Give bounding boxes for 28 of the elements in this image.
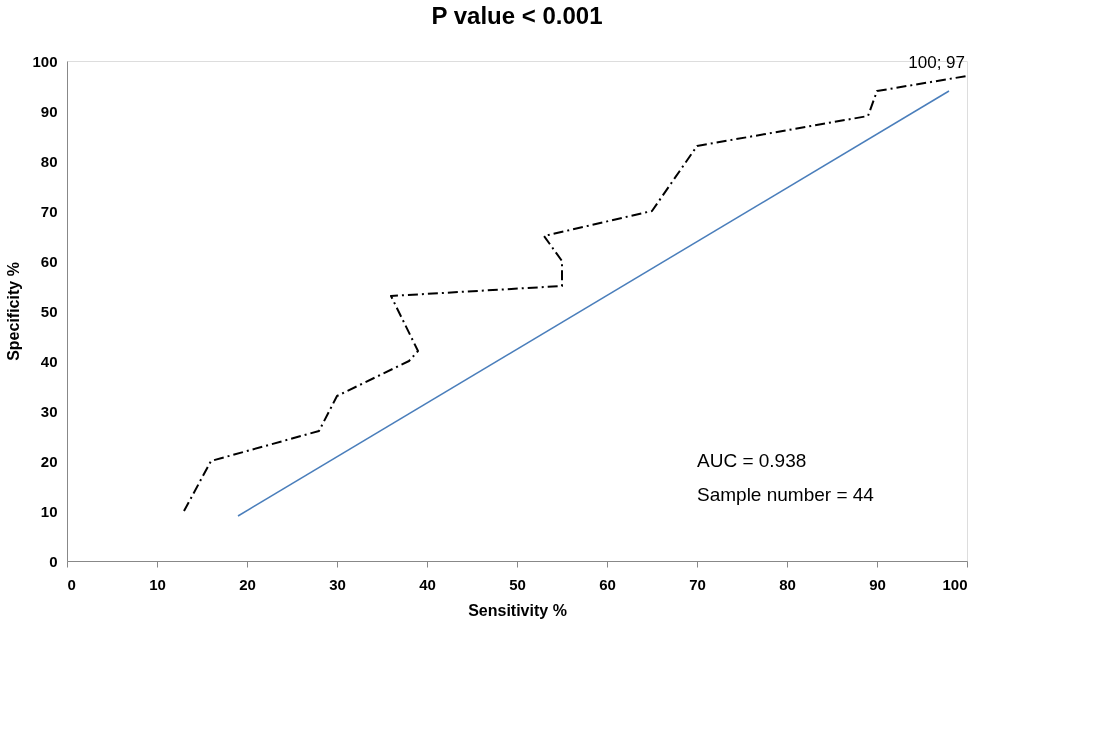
- x-axis-title: Sensitivity %: [468, 601, 567, 619]
- y-tick-label: 40: [40, 352, 58, 370]
- x-tick-label: 50: [509, 575, 526, 593]
- x-tick-label: 70: [689, 575, 706, 593]
- x-tick-label: 30: [329, 575, 346, 593]
- y-tick-label: 70: [40, 202, 58, 220]
- x-tick-label: 80: [779, 575, 796, 593]
- x-tick-label: 100: [942, 575, 968, 593]
- x-tick-label: 20: [239, 575, 256, 593]
- chart-title: P value < 0.001: [431, 2, 603, 29]
- x-tick-label: 60: [599, 575, 616, 593]
- x-tick-label: 0: [67, 575, 76, 593]
- annotation: 100; 97: [908, 53, 965, 72]
- y-tick-label: 30: [40, 402, 58, 420]
- y-tick-label: 0: [49, 552, 58, 570]
- y-tick-label: 10: [40, 502, 58, 520]
- y-tick-label: 80: [40, 152, 58, 170]
- y-tick-label: 20: [40, 452, 58, 470]
- y-tick-label: 90: [40, 102, 58, 120]
- y-tick-label: 50: [40, 302, 58, 320]
- x-tick-label: 90: [869, 575, 886, 593]
- y-axis-title: Specificity %: [5, 262, 23, 361]
- annotation: Sample number = 44: [697, 484, 875, 505]
- x-tick-label: 40: [419, 575, 436, 593]
- annotation: AUC = 0.938: [697, 450, 807, 471]
- y-tick-label: 100: [32, 52, 58, 70]
- x-tick-label: 10: [149, 575, 166, 593]
- y-tick-label: 60: [40, 252, 58, 270]
